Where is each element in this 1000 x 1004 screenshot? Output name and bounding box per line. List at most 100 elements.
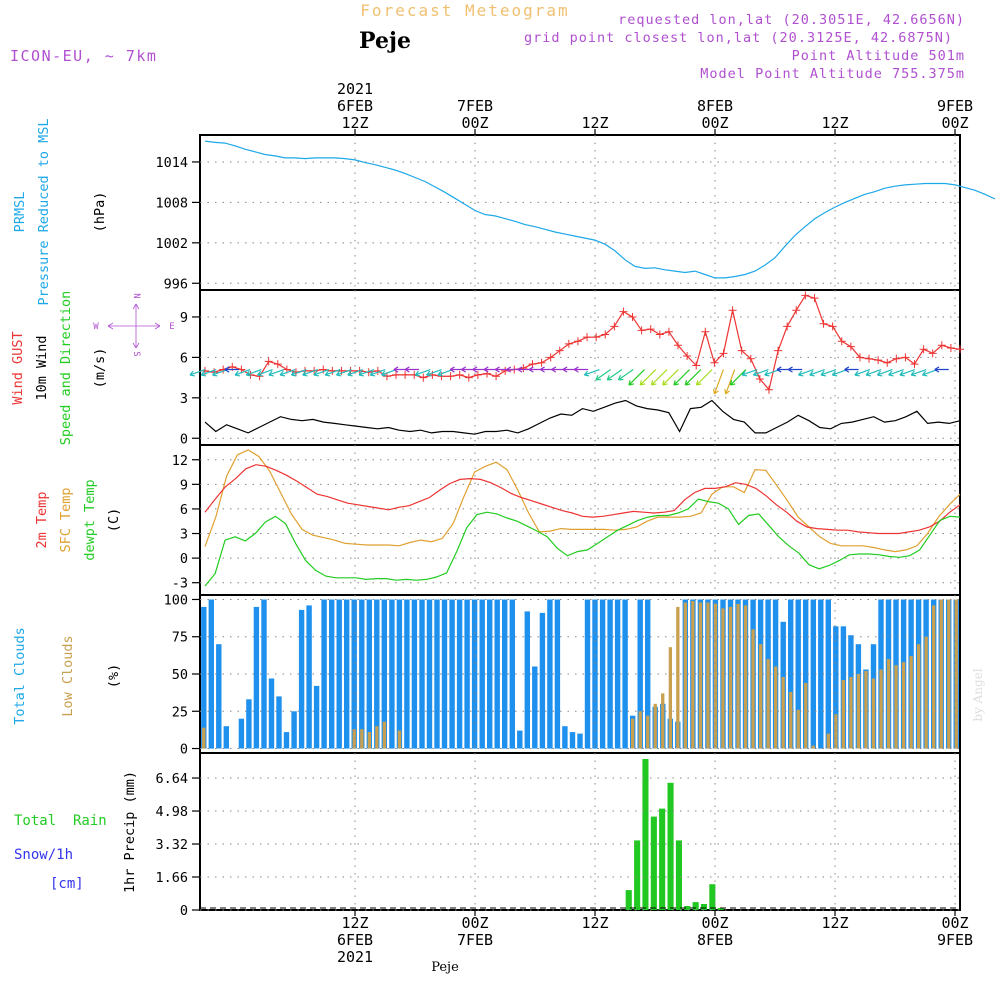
total-cloud-bar bbox=[321, 599, 327, 749]
wind-arrow bbox=[302, 368, 318, 377]
low-cloud-bar bbox=[751, 629, 755, 749]
gust-marker bbox=[883, 358, 892, 367]
gust-marker bbox=[874, 356, 883, 365]
temperature-grid bbox=[200, 445, 960, 595]
total-cloud-bar bbox=[306, 605, 312, 749]
model-altitude: Model Point Altitude 755.375m bbox=[700, 66, 965, 82]
total-cloud-bar bbox=[434, 599, 440, 749]
footer-location: Peje bbox=[431, 960, 459, 975]
chart-title: Forecast Meteogram bbox=[360, 1, 569, 20]
low-cloud-bar bbox=[661, 693, 665, 749]
total-cloud-bar bbox=[449, 599, 455, 749]
pressure-panel: 996 1002 1008 1014 PRMSL Pressure Reduced t… bbox=[12, 119, 996, 305]
total-cloud-bar bbox=[223, 726, 229, 749]
top-axis-label-2-0: 12Z bbox=[581, 114, 608, 132]
total-cloud-bar bbox=[599, 599, 606, 749]
wind-arrow bbox=[290, 368, 307, 377]
wind-arrow bbox=[639, 369, 657, 386]
low-cloud-bar bbox=[638, 711, 642, 749]
model-label: ICON-EU, ~ 7km bbox=[10, 47, 157, 65]
total-cloud-bar bbox=[810, 599, 816, 749]
bottom-axis-label-5-0: 00Z bbox=[941, 914, 968, 932]
wind-arrow bbox=[617, 369, 634, 381]
wind-arrow bbox=[876, 368, 893, 377]
wind-arrow bbox=[369, 368, 386, 377]
bottom-axis-label-0-1: 6FEB bbox=[337, 931, 373, 949]
clouds-ytick-label-0: 0 bbox=[180, 742, 188, 758]
rain-bar bbox=[667, 782, 674, 910]
gust-marker bbox=[728, 306, 737, 315]
gridpoint-coords: grid point closest lon,lat (20.3125E, 42… bbox=[524, 30, 953, 46]
precip-label-rain: Total Rain bbox=[14, 813, 107, 829]
gust-marker bbox=[446, 372, 455, 381]
clouds-panel: 0 25 50 75 100 Total Clouds Low Clouds (%) b… bbox=[12, 592, 985, 757]
compass-s: S bbox=[131, 351, 141, 356]
wind-arrow bbox=[820, 368, 837, 377]
total-cloud-bar bbox=[517, 730, 523, 749]
pressure-ytick-label-2: 1008 bbox=[155, 195, 188, 211]
wind-arrow bbox=[595, 369, 612, 381]
low-cloud-bar bbox=[743, 605, 748, 749]
low-cloud-bar bbox=[367, 732, 371, 749]
gust-marker bbox=[692, 361, 701, 370]
low-cloud-bar bbox=[375, 726, 379, 749]
bottom-axis-label-4-0: 12Z bbox=[821, 914, 848, 932]
gust-marker bbox=[619, 307, 628, 316]
gust-marker bbox=[855, 353, 864, 362]
low-cloud-bar bbox=[397, 730, 402, 749]
low-cloud-bar bbox=[932, 605, 936, 749]
wind-label-dir: Speed and Direction bbox=[58, 291, 74, 445]
low-cloud-bar bbox=[917, 644, 921, 749]
wind-arrow bbox=[335, 368, 352, 377]
temp-label-2m: 2m Temp bbox=[34, 492, 50, 549]
wind-arrow bbox=[606, 369, 623, 381]
low-cloud-bar bbox=[698, 602, 703, 749]
wind-arrow bbox=[910, 368, 927, 377]
wind-arrow bbox=[628, 369, 645, 386]
gust-marker bbox=[455, 370, 464, 379]
wind-arrow bbox=[695, 369, 713, 386]
gust-marker bbox=[710, 358, 719, 367]
total-cloud-bar bbox=[614, 599, 621, 749]
total-cloud-bar bbox=[344, 599, 350, 749]
wind-arrow bbox=[888, 368, 904, 377]
wind-arrow bbox=[798, 368, 814, 377]
total-cloud-bar bbox=[313, 685, 320, 749]
gust-marker bbox=[737, 346, 746, 355]
gust-marker bbox=[810, 294, 819, 303]
gust-marker bbox=[573, 337, 582, 346]
wind-arrow bbox=[741, 368, 758, 377]
low-cloud-bar bbox=[924, 636, 928, 749]
precip-ytick-label-3: 4.98 bbox=[155, 804, 188, 820]
wind-arrow bbox=[268, 368, 285, 377]
total-cloud-bar bbox=[456, 599, 463, 749]
low-cloud-bar bbox=[202, 727, 206, 749]
top-axis-label-3-1: 00Z bbox=[701, 114, 728, 132]
wind-arrow bbox=[764, 368, 780, 377]
rain-bar bbox=[650, 816, 657, 910]
total-cloud-bar bbox=[404, 599, 410, 749]
bottom-axis-label-1-1: 7FEB bbox=[457, 931, 493, 949]
precip-panel-frame bbox=[199, 752, 961, 911]
bottom-axis-label-0-0: 12Z bbox=[341, 914, 368, 932]
total-cloud-bar bbox=[532, 666, 538, 749]
watermark: by Angel bbox=[971, 668, 985, 721]
low-cloud-bar bbox=[894, 665, 898, 749]
total-cloud-bar bbox=[276, 696, 282, 749]
low-cloud-bar bbox=[668, 647, 672, 749]
low-cloud-bar bbox=[683, 602, 687, 749]
rain-bars bbox=[625, 759, 724, 910]
wind-arrow bbox=[673, 369, 690, 386]
gust-marker bbox=[601, 330, 610, 339]
wind-arrow bbox=[854, 368, 871, 377]
gust-marker bbox=[555, 346, 564, 355]
total-cloud-bar bbox=[246, 699, 252, 749]
low-cloud-bar bbox=[804, 682, 808, 749]
temp-ytick-label-1: 0 bbox=[180, 551, 188, 567]
gust-marker bbox=[865, 354, 874, 363]
wind-arrow bbox=[404, 366, 420, 373]
total-cloud-bar bbox=[818, 599, 824, 749]
precip-label-snow: Snow/1h bbox=[14, 847, 73, 863]
rain-bar bbox=[717, 908, 724, 910]
